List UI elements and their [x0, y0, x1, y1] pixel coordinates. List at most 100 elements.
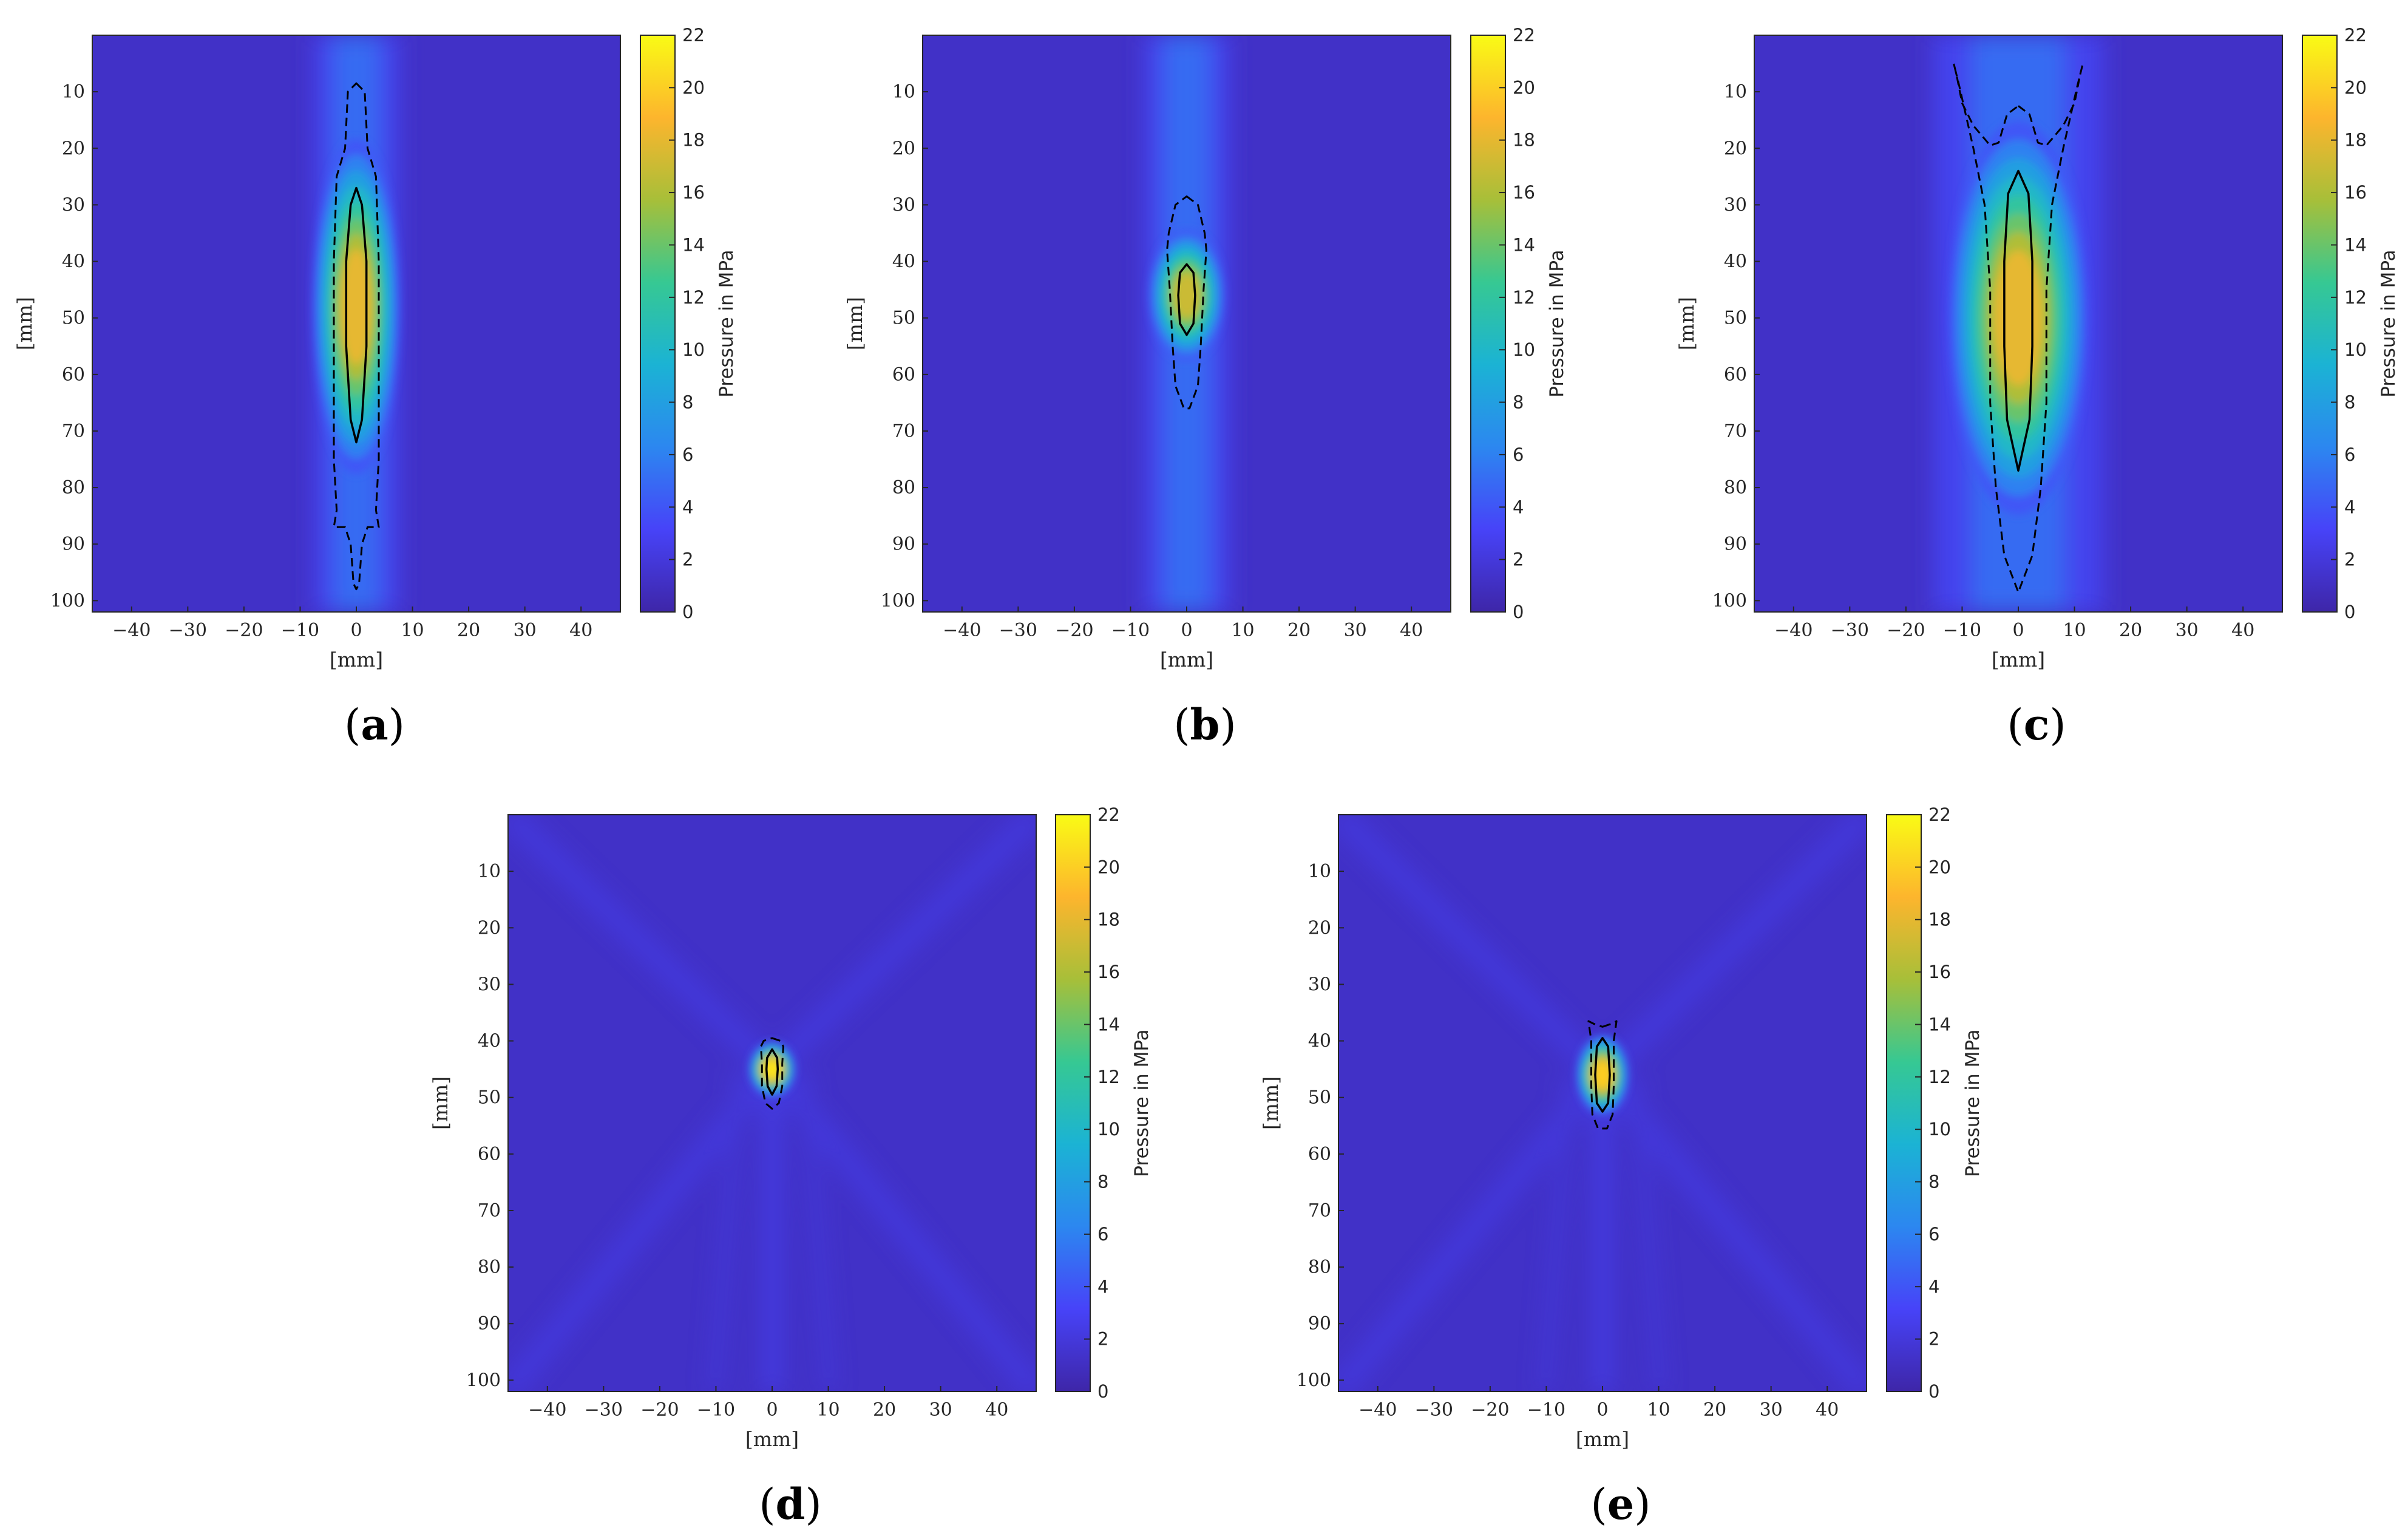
x-tick-label: 0 [1181, 620, 1192, 641]
colorbar-tick-label: 10 [682, 339, 705, 360]
y-axis-label: [mm] [1675, 297, 1698, 350]
colorbar-tick-label: 18 [2344, 130, 2367, 151]
colorbar-tick-label: 10 [1928, 1119, 1951, 1140]
x-tick-label: −30 [1415, 1399, 1453, 1421]
colorbar-label: Pressure in MPa [2378, 250, 2400, 397]
y-tick-label: 50 [1724, 308, 1747, 329]
x-tick-label: 10 [1231, 620, 1254, 641]
x-tick-label: 40 [569, 620, 592, 641]
x-tick-label: −40 [1774, 620, 1813, 641]
y-axis-label: [mm] [13, 297, 36, 350]
colorbar-tick-label: 22 [1513, 25, 1535, 46]
y-tick-label: 80 [1308, 1257, 1331, 1278]
y-tick-label: 10 [62, 81, 85, 103]
colorbar-label: Pressure in MPa [716, 250, 738, 397]
y-tick-label: 60 [62, 364, 85, 386]
subfigure-label: (d) [759, 1479, 822, 1529]
y-tick-label: 60 [1724, 364, 1747, 386]
colorbar-tick-label: 12 [1513, 287, 1535, 308]
colorbar-tick-label: 4 [1928, 1276, 1939, 1297]
y-tick-label: 30 [62, 194, 85, 216]
colorbar-tick-label: 16 [2344, 182, 2367, 203]
colorbar-tick-label: 4 [1097, 1276, 1108, 1297]
colorbar-tick-label: 18 [1097, 909, 1120, 930]
y-axis-label: [mm] [1259, 1076, 1283, 1130]
colorbar-tick-label: 0 [1513, 602, 1524, 622]
colorbar-tick-label: 14 [1513, 234, 1535, 255]
colorbar-tick-label: 8 [1513, 392, 1524, 413]
x-tick-label: −10 [281, 620, 319, 641]
y-tick-label: 100 [50, 590, 85, 611]
colorbar-tick-label: 20 [1928, 857, 1951, 877]
y-tick-label: 80 [62, 477, 85, 498]
colorbar-tick-label: 20 [682, 77, 705, 98]
colorbar-tick-label: 20 [1097, 857, 1120, 877]
pressure-field [923, 35, 1451, 612]
pressure-field [92, 35, 620, 612]
colorbar-tick-label: 4 [1513, 497, 1524, 517]
y-tick-label: 70 [62, 421, 85, 442]
colorbar-tick-label: 18 [1928, 909, 1951, 930]
colorbar-tick-label: 0 [2344, 602, 2355, 622]
y-tick-label: 80 [1724, 477, 1747, 498]
colorbar-tick-label: 10 [1097, 1119, 1120, 1140]
y-tick-label: 50 [62, 308, 85, 329]
y-tick-label: 90 [1308, 1313, 1331, 1334]
colorbar-tick-label: 2 [2344, 549, 2355, 570]
x-tick-label: −30 [169, 620, 207, 641]
colorbar-tick-label: 6 [2344, 444, 2355, 465]
x-tick-label: 0 [2012, 620, 2024, 641]
x-tick-label: −10 [1527, 1399, 1565, 1421]
colorbar-tick-label: 16 [1097, 962, 1120, 982]
x-tick-label: 20 [873, 1399, 896, 1421]
x-tick-label: −10 [1943, 620, 1981, 641]
colorbar-tick-label: 12 [1097, 1067, 1120, 1087]
y-tick-label: 100 [881, 590, 915, 611]
colorbar-tick-label: 22 [1097, 804, 1120, 825]
colorbar-tick-label: 4 [2344, 497, 2355, 517]
colorbar-tick-label: 20 [1513, 77, 1535, 98]
x-tick-label: −20 [640, 1399, 679, 1421]
y-tick-label: 60 [892, 364, 915, 386]
y-tick-label: 30 [1724, 194, 1747, 216]
x-tick-label: 0 [350, 620, 362, 641]
contour-solid [1177, 263, 1196, 336]
subfigure-label: (e) [1590, 1479, 1650, 1529]
y-tick-label: 10 [1724, 81, 1747, 103]
x-tick-label: −20 [1887, 620, 1925, 641]
contour-solid [765, 1048, 779, 1096]
contour-dashed [1953, 63, 2084, 593]
subplot-b: −40 −30 −20 −10 0 10 20 30 401020304050607080901… [843, 25, 1568, 750]
contour-solid [345, 186, 368, 444]
y-tick-label: 30 [1308, 974, 1331, 995]
y-tick-label: 40 [892, 251, 915, 273]
colorbar-label: Pressure in MPa [1962, 1029, 1984, 1177]
y-tick-label: 100 [1712, 590, 1747, 611]
x-tick-label: −20 [225, 620, 263, 641]
colorbar [1055, 814, 1091, 1392]
y-tick-label: 30 [892, 194, 915, 216]
y-tick-label: 60 [478, 1144, 501, 1165]
y-tick-label: 90 [1724, 534, 1747, 555]
y-tick-label: 70 [478, 1200, 501, 1221]
colorbar-tick-label: 22 [1928, 804, 1951, 825]
x-tick-label: 0 [1596, 1399, 1608, 1421]
colorbar-tick-label: 8 [1097, 1172, 1108, 1192]
subplot-d: −40 −30 −20 −10 0 10 20 30 401020304050607080901… [429, 804, 1153, 1529]
x-tick-label: −40 [943, 620, 981, 641]
x-tick-label: −10 [697, 1399, 735, 1421]
colorbar-tick-label: 22 [2344, 25, 2367, 46]
x-tick-label: −40 [112, 620, 151, 641]
x-tick-label: 10 [401, 620, 424, 641]
x-tick-label: −40 [1358, 1399, 1397, 1421]
colorbar-tick-label: 14 [1097, 1014, 1120, 1034]
colorbar-tick-label: 2 [1928, 1329, 1939, 1350]
colorbar-tick-label: 14 [682, 234, 705, 255]
x-axis-label: [mm] [330, 648, 383, 671]
x-tick-label: 30 [1760, 1399, 1783, 1421]
colorbar-tick-label: 6 [1513, 444, 1524, 465]
contour-dashed [333, 82, 380, 591]
y-tick-label: 40 [1724, 251, 1747, 273]
x-tick-label: −40 [528, 1399, 566, 1421]
colorbar-tick-label: 4 [682, 497, 693, 517]
